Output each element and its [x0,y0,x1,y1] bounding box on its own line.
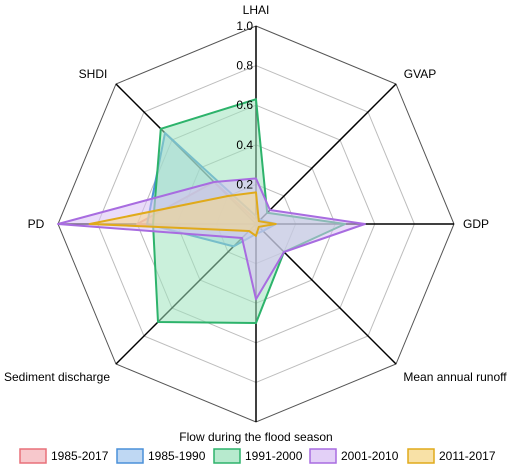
legend-swatch [213,448,241,464]
axis-label: SHDI [79,67,108,81]
legend-swatch [19,448,47,464]
series-2011-2017 [88,191,277,237]
legend-label: 1985-2017 [51,449,109,463]
radar-series [57,98,366,324]
axis-label: Flow during the flood season [179,430,332,444]
legend-label: 1985-1990 [148,449,206,463]
axis-label: Mean annual runoff [403,370,507,384]
axis-label: Sediment discharge [4,370,110,384]
tick-label: 0.2 [236,177,253,191]
legend-label: 2001-2010 [341,449,399,463]
tick-label: 0.8 [236,59,253,73]
radar-tick-labels: 0.2 0.4 0.6 0.8 1.0 [236,19,253,191]
spoke-2 [255,83,397,225]
axis-label: PD [28,217,45,231]
tick-label: 1.0 [236,19,253,33]
series-2001-2010 [57,177,366,301]
legend-label: 1991-2000 [245,449,303,463]
legend-swatch [407,448,435,464]
legend-swatch [309,448,337,464]
radar-axis-labels: LHAI GVAP GDP Mean annual runoff Flow during… [4,3,507,444]
axis-label: GVAP [404,67,436,81]
axis-label: GDP [463,217,489,231]
tick-label: 0.6 [236,98,253,112]
legend-swatch [116,448,144,464]
tick-label: 0.4 [236,138,253,152]
legend: 1985-2017 1985-1990 1991-2000 2001-2010 2011… [19,448,496,464]
legend-label: 2011-2017 [439,449,496,463]
axis-label: LHAI [243,3,270,17]
